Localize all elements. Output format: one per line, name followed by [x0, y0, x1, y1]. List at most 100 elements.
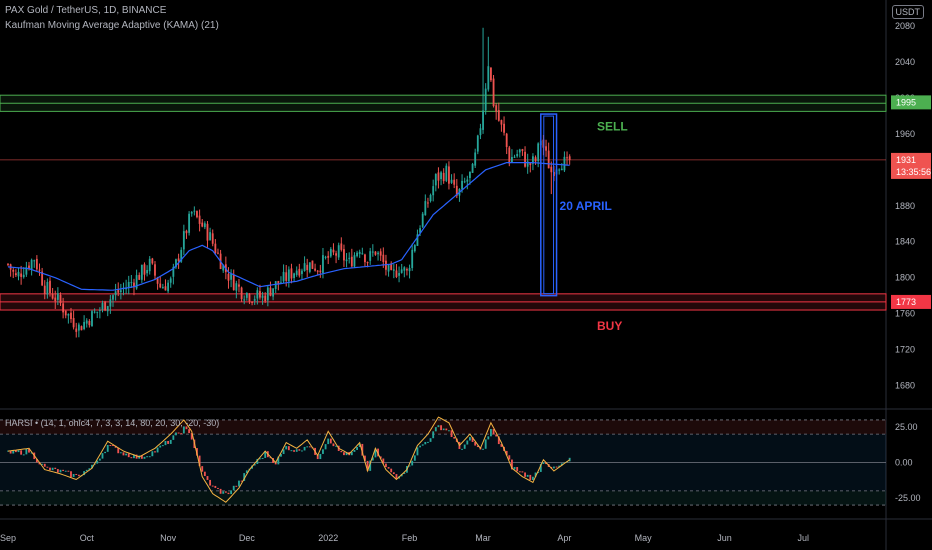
- osc-candle: [148, 456, 151, 458]
- osc-candle: [277, 456, 280, 465]
- osc-candle: [56, 469, 59, 473]
- osc-candle: [303, 446, 306, 451]
- osc-candle: [106, 445, 109, 452]
- candle: [206, 223, 209, 241]
- osc-candle: [167, 440, 170, 444]
- osc-candle: [419, 445, 421, 448]
- candle: [12, 269, 15, 272]
- osc-candle: [140, 455, 143, 459]
- candle: [476, 135, 479, 152]
- osc-candle: [511, 459, 513, 470]
- osc-candle: [366, 460, 369, 471]
- candle: [455, 185, 458, 196]
- candle: [358, 251, 361, 254]
- osc-candle: [482, 448, 484, 450]
- candle: [419, 228, 421, 233]
- osc-candle: [245, 470, 248, 474]
- candle: [484, 88, 487, 111]
- candle: [148, 258, 151, 272]
- osc-candle: [54, 467, 57, 470]
- candle: [332, 249, 335, 253]
- candle: [214, 243, 217, 254]
- candle: [101, 302, 104, 310]
- time-tick-label: Jul: [798, 533, 810, 543]
- osc-candle: [461, 448, 463, 450]
- indicator-title[interactable]: Kaufman Moving Average Adaptive (KAMA) (…: [5, 20, 219, 31]
- currency-badge[interactable]: USDT: [891, 5, 924, 19]
- symbol-title[interactable]: PAX Gold / TetherUS, 1D, BINANCE: [5, 5, 167, 16]
- osc-candle: [490, 429, 492, 437]
- candle: [209, 232, 212, 241]
- oscillator-title[interactable]: HARSI • (14, 1, ohlc4, 7, 3, 3, 14, 80, …: [5, 418, 220, 428]
- osc-candle: [513, 467, 516, 470]
- osc-candle: [411, 460, 414, 466]
- candle: [230, 273, 233, 280]
- candle: [175, 259, 177, 268]
- osc-candle: [28, 448, 30, 453]
- osc-candle: [476, 445, 479, 448]
- candle: [505, 133, 508, 147]
- candle: [80, 326, 83, 331]
- price-tick-label: 1960: [895, 129, 915, 139]
- osc-candle: [392, 472, 395, 475]
- candle: [474, 152, 477, 166]
- candle: [277, 281, 280, 284]
- candle: [193, 210, 196, 212]
- osc-candle: [133, 454, 135, 459]
- candle: [56, 293, 59, 300]
- osc-candle: [408, 465, 411, 467]
- candle: [49, 280, 51, 294]
- osc-candle: [555, 466, 558, 468]
- candle: [88, 320, 91, 326]
- candle: [461, 180, 463, 190]
- osc-candle: [51, 467, 54, 471]
- candle: [91, 311, 93, 327]
- candle: [151, 258, 154, 264]
- osc-candle: [524, 472, 526, 477]
- candle: [185, 230, 188, 234]
- osc-candle: [59, 469, 62, 473]
- osc-candle: [164, 440, 167, 446]
- current-price-tag-text: 1931: [896, 155, 916, 165]
- osc-candle: [259, 458, 261, 460]
- osc-candle: [214, 485, 217, 488]
- candle: [521, 149, 524, 151]
- osc-candle: [161, 445, 164, 447]
- candle: [371, 251, 374, 253]
- candle: [295, 270, 298, 275]
- candle: [364, 254, 366, 263]
- osc-candle: [230, 490, 233, 495]
- osc-candle: [356, 447, 358, 450]
- candle: [14, 273, 17, 276]
- candle: [421, 213, 424, 227]
- candle: [198, 215, 201, 224]
- osc-candle: [329, 438, 332, 444]
- candle: [322, 255, 324, 273]
- candle: [172, 266, 175, 277]
- osc-candle: [30, 452, 33, 454]
- osc-candle: [206, 476, 209, 480]
- osc-candle: [529, 474, 532, 481]
- osc-candle: [43, 463, 46, 467]
- candle: [324, 256, 327, 258]
- time-tick-label: Sep: [0, 533, 16, 543]
- osc-tick-label: 25.00: [895, 422, 918, 432]
- osc-candle: [497, 436, 500, 445]
- osc-candle: [243, 473, 246, 481]
- osc-candle: [395, 474, 398, 479]
- candle: [7, 263, 9, 265]
- osc-candle: [154, 451, 156, 453]
- osc-candle: [508, 455, 511, 460]
- price-tick-label: 1720: [895, 345, 915, 355]
- osc-candle: [474, 441, 477, 446]
- candle: [450, 179, 453, 183]
- candle: [568, 156, 571, 160]
- osc-candle: [125, 453, 128, 456]
- candle: [159, 283, 162, 288]
- osc-candle: [469, 437, 471, 441]
- osc-candle: [450, 430, 453, 438]
- osc-candle: [88, 468, 91, 470]
- candle: [298, 268, 301, 276]
- candle: [54, 297, 57, 302]
